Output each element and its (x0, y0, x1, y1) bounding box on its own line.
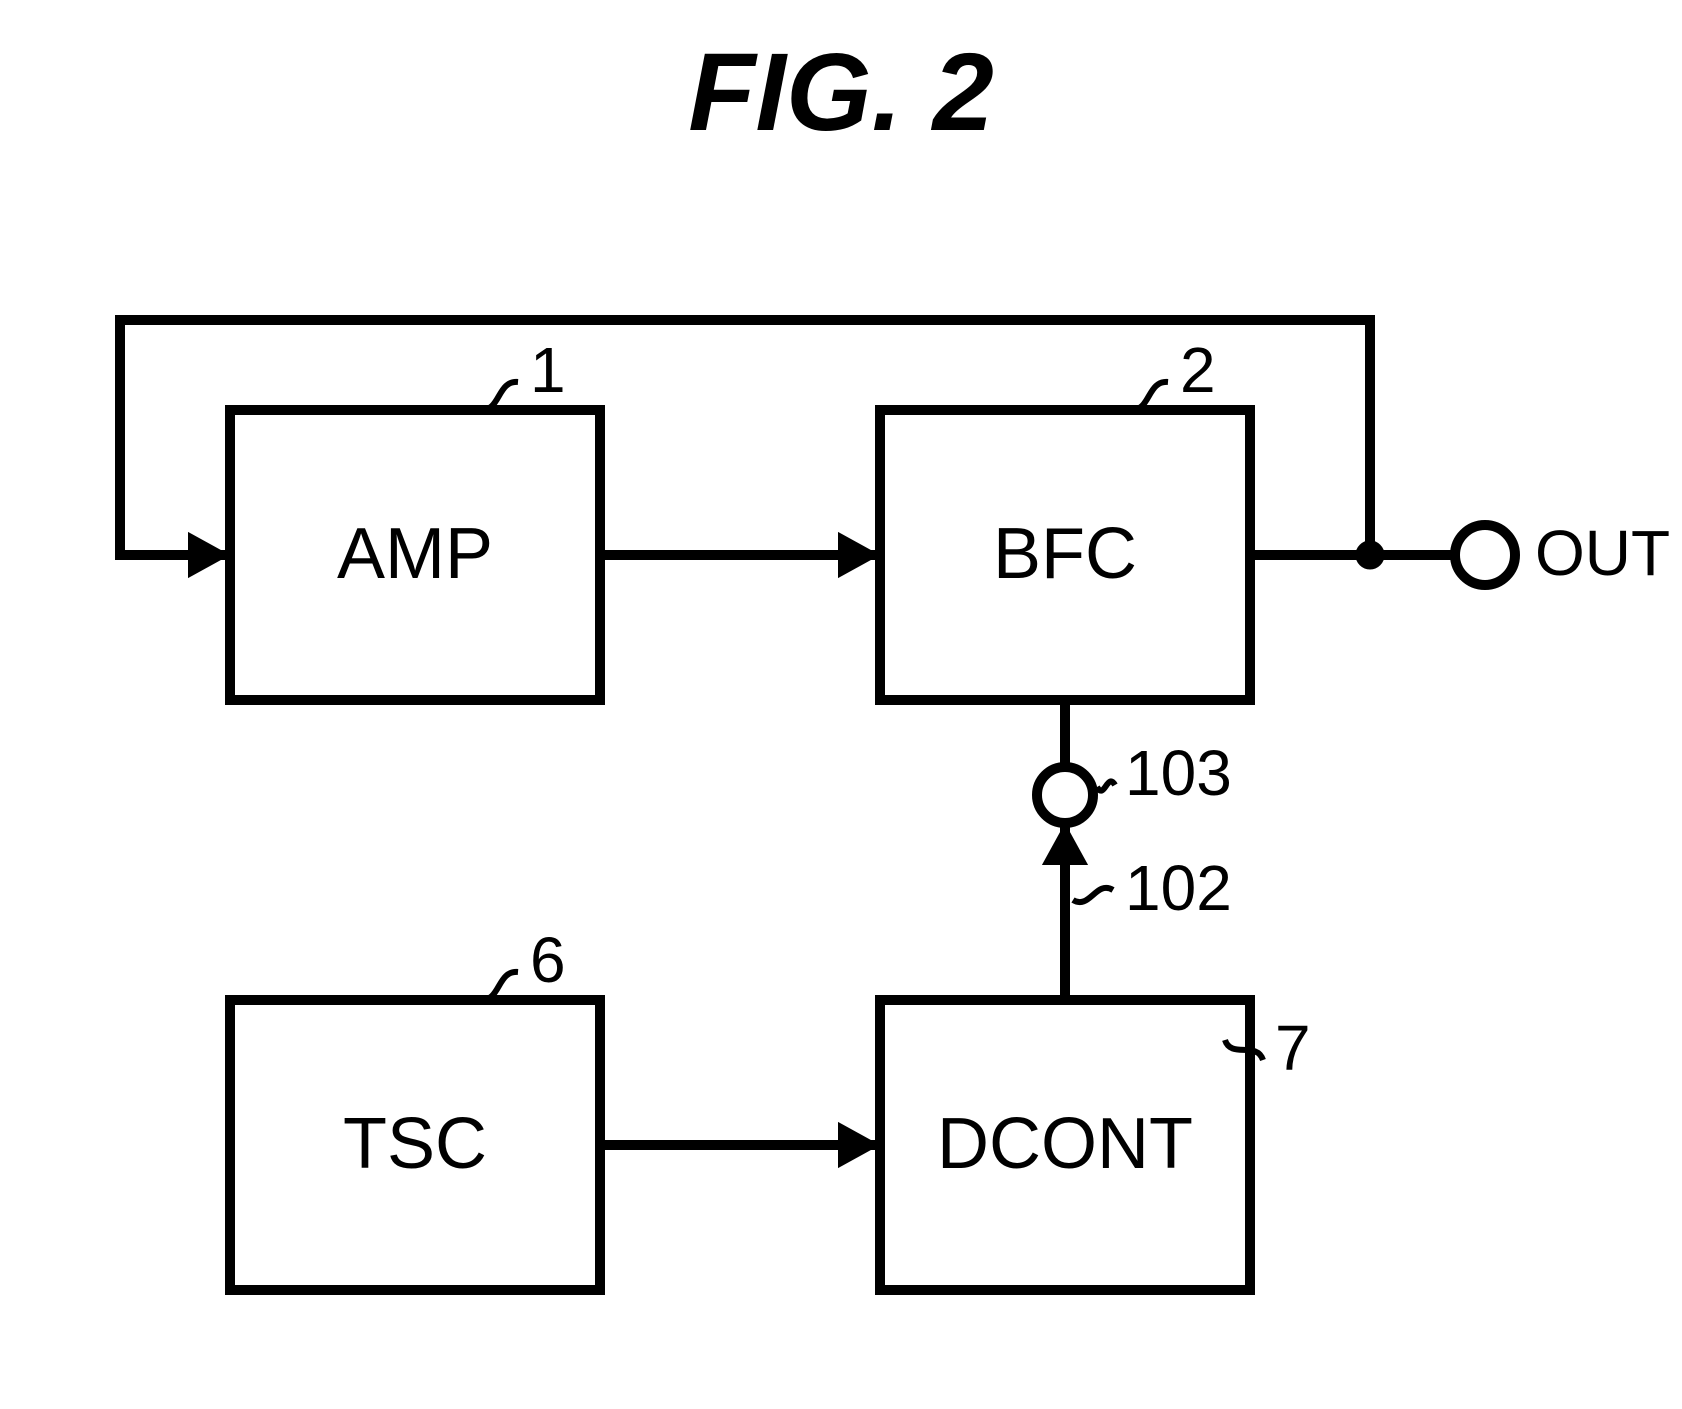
arrowhead (838, 1122, 880, 1168)
signal-102-label: 102 (1125, 852, 1232, 924)
block-dcont-label: DCONT (937, 1104, 1193, 1184)
terminal-out (1455, 525, 1515, 585)
terminal-n103-label: 103 (1125, 737, 1232, 809)
terminal-out-label: OUT (1535, 517, 1670, 589)
block-amp-ref: 1 (530, 334, 566, 406)
arrowhead (1042, 823, 1088, 865)
block-dcont-ref: 7 (1275, 1012, 1311, 1084)
terminal-n103 (1037, 767, 1093, 823)
junction-out (1356, 541, 1384, 569)
block-amp-label: AMP (337, 514, 493, 594)
block-bfc-label: BFC (993, 514, 1137, 594)
leader-squiggle (1097, 781, 1115, 790)
arrowhead (838, 532, 880, 578)
block-bfc-ref: 2 (1180, 334, 1216, 406)
figure-title: FIG. 2 (688, 31, 994, 154)
arrowhead (188, 532, 230, 578)
block-tsc-ref: 6 (530, 924, 566, 996)
leader-squiggle (1073, 888, 1113, 902)
block-tsc-label: TSC (343, 1104, 487, 1184)
